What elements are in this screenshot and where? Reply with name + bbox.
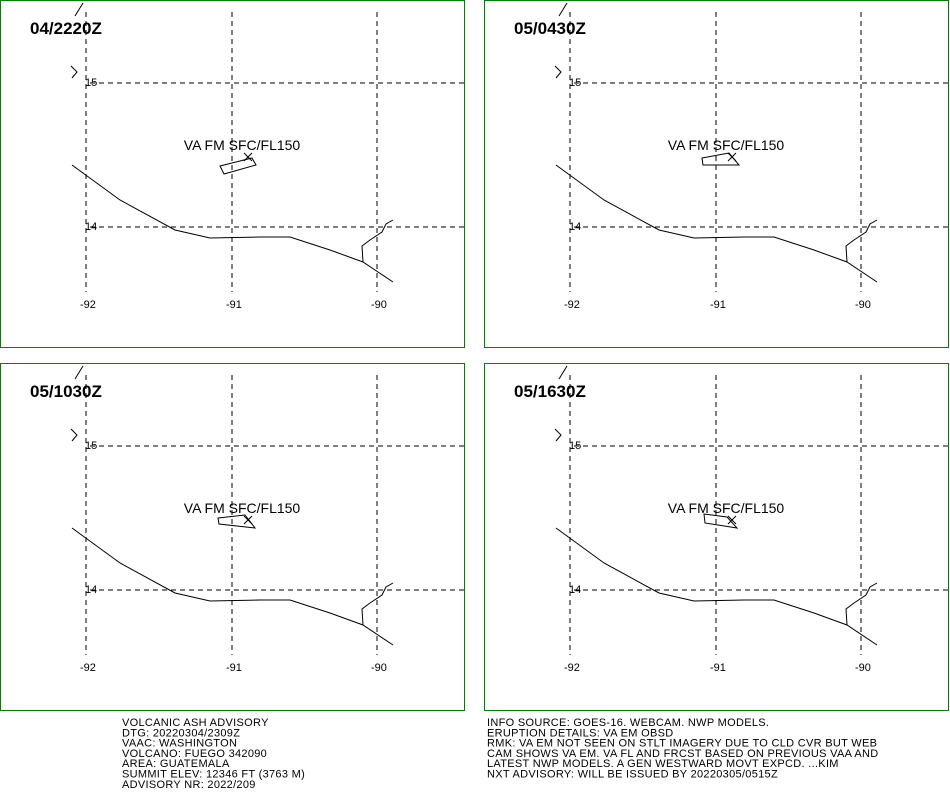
lon-label: -90 — [371, 299, 387, 311]
coastline — [558, 365, 568, 380]
border — [361, 219, 394, 263]
advisory-line: DTG: 20220304/2309Z — [122, 727, 240, 739]
ash-label: VA FM SFC/FL150 — [184, 137, 301, 153]
coastline — [71, 164, 394, 283]
lon-label: -91 — [226, 662, 242, 674]
volcano — [243, 515, 253, 525]
map-panel: 05/1630Z VA FM SFC/FL150 15 14 -92 -91 -90 — [484, 363, 949, 711]
lat-label: 15 — [569, 440, 581, 452]
lon-label: -92 — [80, 299, 96, 311]
lon-label: -91 — [710, 662, 726, 674]
map-panel: 05/0430Z VA FM SFC/FL150 15 14 -92 -91 -90 — [484, 0, 949, 348]
border — [361, 582, 394, 626]
advisory-line: NXT ADVISORY: WILL BE ISSUED BY 20220305… — [487, 769, 778, 781]
border — [845, 582, 878, 626]
advisory-line: VOLCANO: FUEGO 342090 — [122, 748, 267, 760]
lon-label: -90 — [855, 662, 871, 674]
advisory-line: SUMMIT ELEV: 12346 FT (3763 M) — [122, 769, 305, 781]
advisory-line: AREA: GUATEMALA — [122, 758, 230, 770]
ash-label: VA FM SFC/FL150 — [668, 137, 785, 153]
valid-time: 04/2220Z — [30, 19, 102, 38]
lat-label: 14 — [85, 221, 97, 233]
coastline — [555, 527, 878, 646]
lat-label: 14 — [569, 221, 581, 233]
lat-label: 15 — [85, 440, 97, 452]
coastline — [71, 527, 394, 646]
map-panel: 04/2220Z VA FM SFC/FL150 15 14 -92 -91 -90 — [0, 0, 465, 348]
panel-frame — [0, 363, 465, 711]
advisory-line: VOLCANIC ASH ADVISORY — [122, 717, 269, 729]
ash-area — [701, 152, 741, 166]
lat-label: 14 — [569, 584, 581, 596]
valid-time: 05/1630Z — [514, 382, 586, 401]
coastline — [554, 428, 562, 442]
lon-label: -90 — [371, 662, 387, 674]
valid-time: 05/1030Z — [30, 382, 102, 401]
volcano — [727, 515, 737, 525]
advisory-line: RMK: VA EM NOT SEEN ON STLT IMAGERY DUE … — [487, 738, 877, 750]
lat-label: 15 — [85, 77, 97, 89]
lat-label: 14 — [85, 584, 97, 596]
advisory-line: LATEST NWP MODELS. A GEN WESTWARD MOVT E… — [487, 758, 839, 770]
valid-time: 05/0430Z — [514, 19, 586, 38]
ash-area — [703, 513, 739, 529]
coastline — [70, 65, 78, 79]
coastline — [74, 2, 84, 17]
advisory-line: CAM SHOWS VA EM. VA FL AND FRCST BASED O… — [487, 748, 879, 760]
coastline — [70, 428, 78, 442]
ash-area — [217, 514, 257, 529]
ash-area — [219, 157, 257, 175]
volcano — [243, 152, 253, 162]
ash-label: VA FM SFC/FL150 — [668, 500, 785, 516]
lat-label: 15 — [569, 77, 581, 89]
panel-frame — [484, 0, 949, 348]
lon-label: -91 — [710, 299, 726, 311]
advisory-line: ADVISORY NR: 2022/209 — [122, 779, 256, 791]
advisory-line: VAAC: WASHINGTON — [122, 738, 237, 750]
coastline — [558, 2, 568, 17]
border — [845, 219, 878, 263]
map-panel: 05/1030Z VA FM SFC/FL150 15 14 -92 -91 -90 — [0, 363, 465, 711]
lon-label: -92 — [564, 299, 580, 311]
coastline — [74, 365, 84, 380]
panel-frame — [0, 0, 465, 348]
coastline — [554, 65, 562, 79]
lon-label: -90 — [855, 299, 871, 311]
advisory-line: INFO SOURCE: GOES-16. WEBCAM. NWP MODELS… — [487, 717, 769, 729]
panel-frame — [484, 363, 949, 711]
lon-label: -91 — [226, 299, 242, 311]
ash-label: VA FM SFC/FL150 — [184, 500, 301, 516]
volcano — [727, 152, 737, 162]
coastline — [555, 164, 878, 283]
lon-label: -92 — [564, 662, 580, 674]
lon-label: -92 — [80, 662, 96, 674]
advisory-line: ERUPTION DETAILS: VA EM OBSD — [487, 727, 673, 739]
